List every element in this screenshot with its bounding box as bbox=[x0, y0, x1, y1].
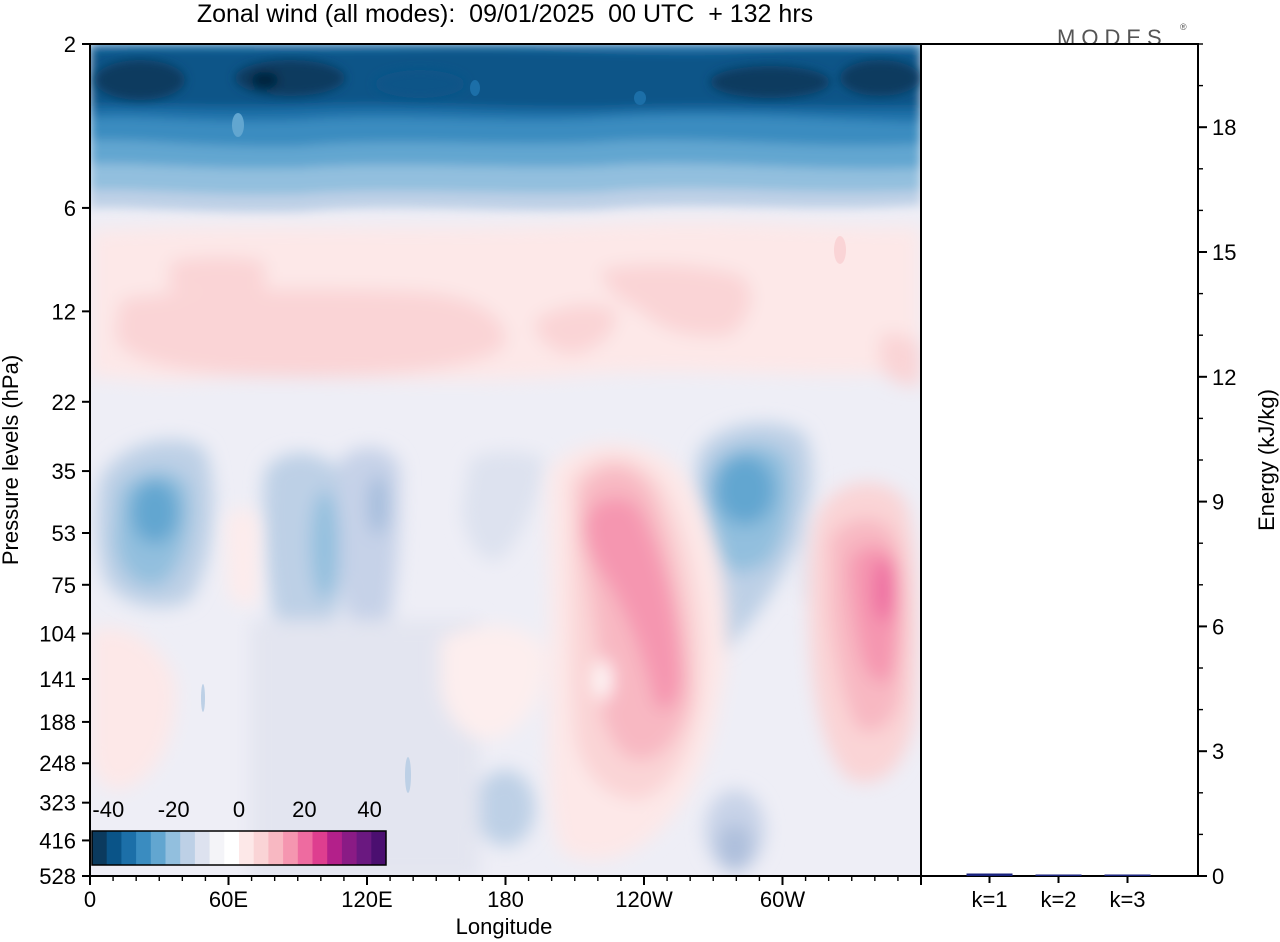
energy-tick-label: 3 bbox=[1212, 739, 1224, 764]
colorbar-label: -40 bbox=[92, 797, 124, 822]
longitude-axis: 0 60E 120E 180 120W 60W bbox=[84, 876, 922, 912]
field-specks bbox=[201, 80, 846, 793]
longitude-tick-label: 120E bbox=[341, 887, 392, 912]
pressure-tick-label: 528 bbox=[39, 864, 76, 889]
colorbar-cell bbox=[312, 831, 328, 865]
energy-tick-label: 18 bbox=[1212, 115, 1236, 140]
longitude-tick-label: 180 bbox=[487, 887, 524, 912]
pressure-tick-label: 2 bbox=[64, 32, 76, 57]
colorbar-label: -20 bbox=[158, 797, 190, 822]
colorbar-cell bbox=[121, 831, 137, 865]
energy-tick-label: 15 bbox=[1212, 240, 1236, 265]
energy-bar bbox=[1104, 874, 1151, 876]
pressure-tick-label: 141 bbox=[39, 667, 76, 692]
colorbar-label: 20 bbox=[292, 797, 316, 822]
mode-label: k=3 bbox=[1109, 887, 1145, 912]
colorbar-cell bbox=[136, 831, 152, 865]
colorbar-cell bbox=[224, 831, 240, 865]
energy-axis: 0 3 6 9 12 15 18 bbox=[1198, 43, 1236, 889]
pressure-tick-label: 416 bbox=[39, 828, 76, 853]
mode-label: k=1 bbox=[971, 887, 1007, 912]
colorbar-cell bbox=[327, 831, 343, 865]
pressure-tick-label: 53 bbox=[52, 521, 76, 546]
stratospheric-easterly-core bbox=[95, 60, 920, 100]
energy-tick-label: 0 bbox=[1212, 864, 1224, 889]
colorbar-cell bbox=[371, 831, 387, 865]
longitude-tick-label: 0 bbox=[84, 887, 96, 912]
energy-tick-label: 9 bbox=[1212, 490, 1224, 515]
colorbar-cell bbox=[150, 831, 166, 865]
lower-stratosphere-westerlies bbox=[90, 222, 921, 386]
longitude-tick-label: 120W bbox=[615, 887, 673, 912]
mode-labels: k=1 k=2 k=3 bbox=[971, 876, 1146, 912]
pressure-tick-label: 6 bbox=[64, 196, 76, 221]
mode-label: k=2 bbox=[1040, 887, 1076, 912]
x-axis-label: Longitude bbox=[456, 914, 553, 939]
colorbar-cell bbox=[92, 831, 108, 865]
energy-tick-label: 12 bbox=[1212, 365, 1236, 390]
pressure-axis: 2 6 12 22 35 53 75 104 141 188 248 323 416 528 bbox=[39, 32, 90, 889]
pressure-tick-label: 188 bbox=[39, 710, 76, 735]
colorbar-cell bbox=[209, 831, 225, 865]
heatmap-field bbox=[90, 44, 921, 876]
colorbar-frame bbox=[91, 830, 387, 866]
pressure-tick-label: 12 bbox=[52, 299, 76, 324]
energy-tick-label: 6 bbox=[1212, 614, 1224, 639]
colorbar: -40 -20 0 20 40 bbox=[91, 797, 387, 866]
colorbar-cell bbox=[297, 831, 313, 865]
pressure-tick-label: 248 bbox=[39, 751, 76, 776]
brand-mark: ® bbox=[1180, 22, 1187, 32]
colorbar-label: 40 bbox=[357, 797, 381, 822]
energy-bar bbox=[1035, 874, 1082, 876]
colorbar-cell bbox=[356, 831, 372, 865]
energy-bars bbox=[966, 873, 1151, 876]
colorbar-cell bbox=[165, 831, 181, 865]
pressure-tick-label: 35 bbox=[52, 459, 76, 484]
energy-panel-frame bbox=[920, 43, 1199, 877]
colorbar-cell bbox=[253, 831, 269, 865]
colorbar-cell bbox=[106, 831, 122, 865]
pressure-tick-label: 104 bbox=[39, 622, 76, 647]
energy-axis-label: Energy (kJ/kg) bbox=[1254, 389, 1279, 531]
colorbar-cell bbox=[283, 831, 299, 865]
y-axis-label: Pressure levels (hPa) bbox=[0, 355, 23, 565]
colorbar-label: 0 bbox=[233, 797, 245, 822]
colorbar-cells bbox=[91, 830, 387, 866]
energy-bar bbox=[966, 873, 1013, 876]
energy-panel: 0 3 6 9 12 15 18 k=1 k=2 k=3 Energy (kJ/kg) bbox=[920, 43, 1279, 912]
chart-title: Zonal wind (all modes): 09/01/2025 00 UT… bbox=[197, 0, 813, 28]
longitude-tick-label: 60W bbox=[760, 887, 805, 912]
colorbar-cell bbox=[239, 831, 255, 865]
longitude-tick-label: 60E bbox=[209, 887, 248, 912]
pressure-tick-label: 75 bbox=[52, 573, 76, 598]
troposphere-westerly-features bbox=[90, 443, 919, 861]
colorbar-labels: -40 -20 0 20 40 bbox=[92, 797, 381, 822]
heatmap-plot bbox=[89, 43, 922, 877]
colorbar-cell bbox=[341, 831, 358, 865]
colorbar-cell bbox=[268, 831, 284, 865]
pressure-tick-label: 323 bbox=[39, 791, 76, 816]
colorbar-cell bbox=[194, 831, 211, 865]
troposphere-easterly-features bbox=[96, 423, 815, 876]
colorbar-cell bbox=[180, 831, 196, 865]
pressure-tick-label: 22 bbox=[52, 390, 76, 415]
